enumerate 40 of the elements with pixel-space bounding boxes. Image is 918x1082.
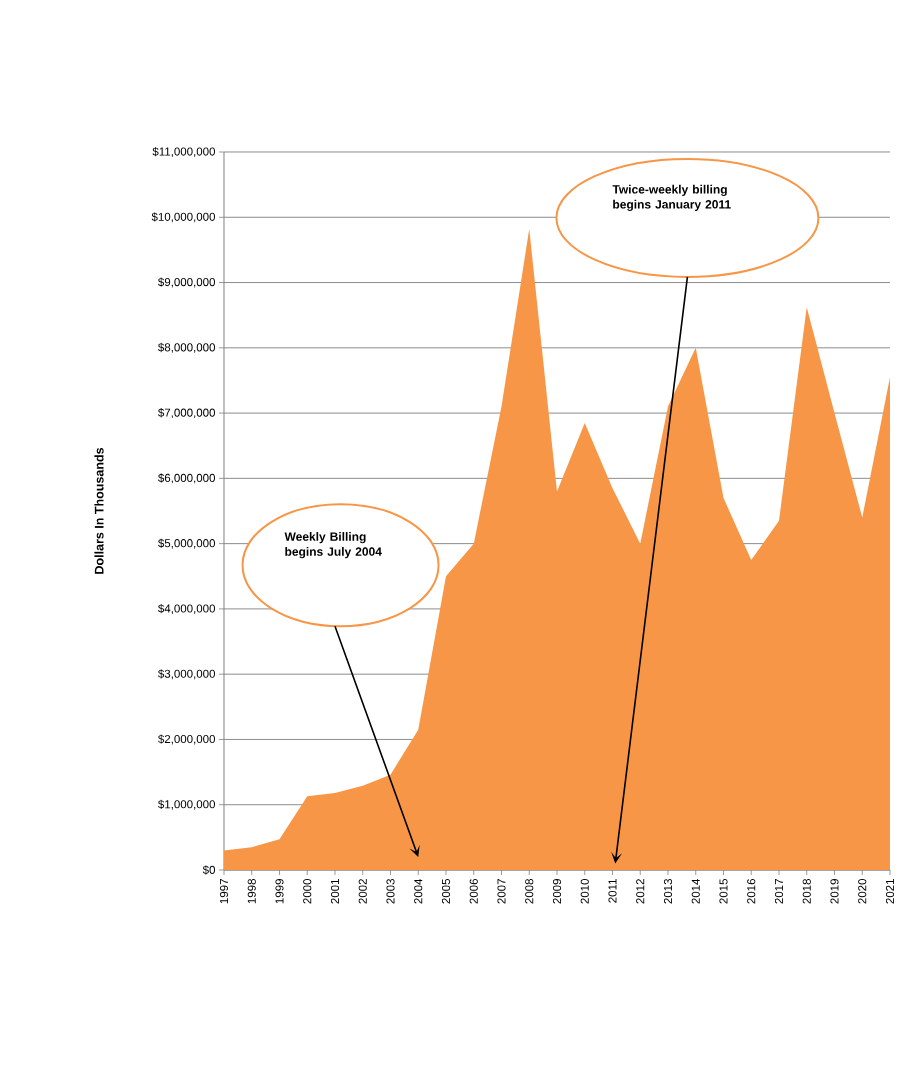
x-tick-label: 2002 — [358, 879, 367, 904]
y-tick-label: $10,000,000 — [151, 212, 215, 223]
x-tick-label: 2000 — [303, 878, 312, 904]
x-tick-label: 2010 — [580, 878, 589, 904]
y-tick-label: $4,000,000 — [158, 603, 215, 614]
x-tick-label: 2008 — [525, 879, 534, 904]
x-tick-label: 2009 — [552, 879, 562, 904]
x-tick-label: 1998 — [247, 879, 256, 904]
y-tick-label: $5,000,000 — [158, 538, 215, 549]
y-tick-label: $8,000,000 — [158, 342, 215, 353]
x-tick-label: 2018 — [802, 879, 811, 904]
x-tick-label: 2021 — [885, 879, 895, 904]
annotation: Weekly Billing begins July 2004 — [284, 532, 382, 559]
x-tick-label: 1999 — [275, 879, 284, 904]
annotation: Twice-weekly billing begins January 2011 — [612, 184, 731, 212]
x-tick-label: 2014 — [691, 878, 700, 904]
x-tick-label: 2004 — [414, 878, 423, 904]
x-tick-label: 2011 — [608, 879, 617, 903]
y-tick-label: $6,000,000 — [158, 473, 215, 484]
x-tick-label: 2007 — [497, 879, 506, 904]
y-tick-label: $11,000,000 — [152, 147, 215, 157]
x-tick-label: 2012 — [636, 879, 645, 904]
y-tick-label: $9,000,000 — [158, 277, 215, 288]
x-tick-label: 2020 — [858, 878, 867, 904]
x-tick-label: 2003 — [386, 879, 395, 904]
x-tick-label: 2016 — [747, 879, 756, 904]
x-tick-label: 1997 — [219, 879, 229, 904]
y-tick-label: $7,000,000 — [158, 408, 215, 419]
y-tick-label: $0 — [202, 865, 216, 875]
x-tick-label: 2017 — [774, 879, 784, 904]
x-tick-label: 2006 — [469, 879, 478, 904]
x-tick-label: 2013 — [663, 879, 673, 904]
y-tick-label: $2,000,000 — [158, 734, 215, 745]
y-tick-label: $1,000,000 — [158, 799, 215, 810]
x-tick-label: 2001 — [330, 879, 340, 904]
x-tick-label: 2015 — [719, 879, 728, 904]
x-tick-label: 2005 — [441, 879, 451, 904]
y-axis-title: Dollars In Thousands — [94, 447, 104, 574]
y-tick-label: $3,000,000 — [158, 669, 215, 680]
x-tick-label: 2019 — [830, 879, 839, 904]
